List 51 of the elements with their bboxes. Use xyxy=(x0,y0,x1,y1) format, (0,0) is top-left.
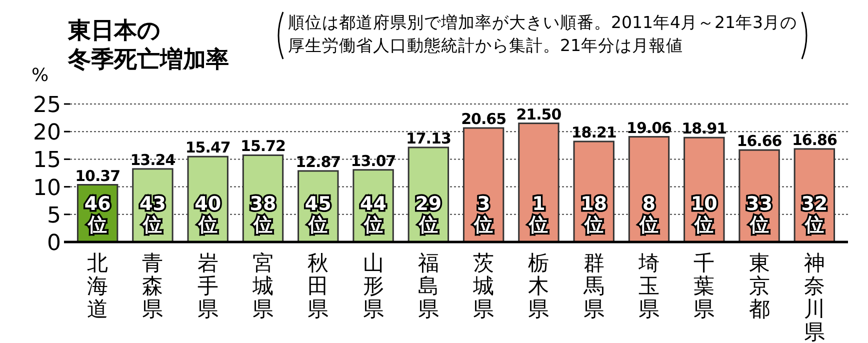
data-label: 16.86 xyxy=(792,130,837,149)
data-label: 12.87 xyxy=(296,152,341,171)
data-label: 15.72 xyxy=(240,137,286,156)
data-label: 13.07 xyxy=(350,152,396,170)
data-label: 19.06 xyxy=(626,118,672,137)
data-label: 16.66 xyxy=(736,132,782,150)
annotation: 3位 xyxy=(473,193,494,236)
chart-title: 東日本の冬季死亡増加率 xyxy=(67,18,229,73)
annotation: 33位 xyxy=(746,193,773,236)
x-tick-label: 岩手県 xyxy=(197,251,218,321)
y-tick-label: 15 xyxy=(33,148,61,174)
y-tick-label: 0 xyxy=(47,231,61,256)
y-axis-title: % xyxy=(31,65,49,86)
x-tick-label: 千葉県 xyxy=(694,251,715,321)
data-label: 20.65 xyxy=(461,110,506,128)
y-tick-label: 10 xyxy=(33,176,61,201)
annotation: 43位 xyxy=(139,193,166,236)
annotation: 1位 xyxy=(528,193,548,236)
x-tick-label: 埼玉県 xyxy=(638,251,660,321)
data-label: 18.91 xyxy=(682,120,727,138)
data-label: 10.37 xyxy=(75,166,120,185)
x-tick-label: 神奈川県 xyxy=(804,251,825,343)
x-tick-label: 秋田県 xyxy=(308,251,329,321)
x-tick-label: 群馬県 xyxy=(582,251,604,321)
x-tick-label: 山形県 xyxy=(362,251,384,321)
annotation: 10位 xyxy=(690,193,718,236)
annotation: 29位 xyxy=(415,193,442,236)
x-tick-label: 北海道 xyxy=(87,251,108,321)
annotation: 40位 xyxy=(194,193,222,236)
annotation: 44位 xyxy=(360,193,387,236)
x-tick-label: 宮城県 xyxy=(252,251,274,321)
x-tick-label: 茨城県 xyxy=(472,251,494,321)
annotation: 46位 xyxy=(84,193,111,236)
data-label: 17.13 xyxy=(406,129,451,148)
x-tick-label: 福島県 xyxy=(418,251,439,321)
y-tick-label: 25 xyxy=(33,93,61,118)
annotation: 18位 xyxy=(580,193,608,236)
data-label: 13.24 xyxy=(130,150,176,169)
y-tick-label: 20 xyxy=(33,120,61,146)
x-tick-label: 青森県 xyxy=(142,251,164,321)
data-label: 15.47 xyxy=(185,138,230,157)
annotation: 32位 xyxy=(801,193,828,236)
x-tick-label: 栃木県 xyxy=(528,251,550,321)
x-tick-label: 東京都 xyxy=(748,251,770,321)
annotation: 38位 xyxy=(250,193,276,236)
data-label: 18.21 xyxy=(571,123,616,142)
data-label: 21.50 xyxy=(516,105,562,124)
y-tick-label: 5 xyxy=(47,203,61,228)
annotation: 45位 xyxy=(304,193,332,236)
chart-subtitle: 順位は都道府県別で増加率が大きい順番。2011年4月～21年3月の厚生労働省人口動態統計から集計。21年分は月報値 xyxy=(288,13,797,55)
annotation: 8位 xyxy=(638,193,658,236)
